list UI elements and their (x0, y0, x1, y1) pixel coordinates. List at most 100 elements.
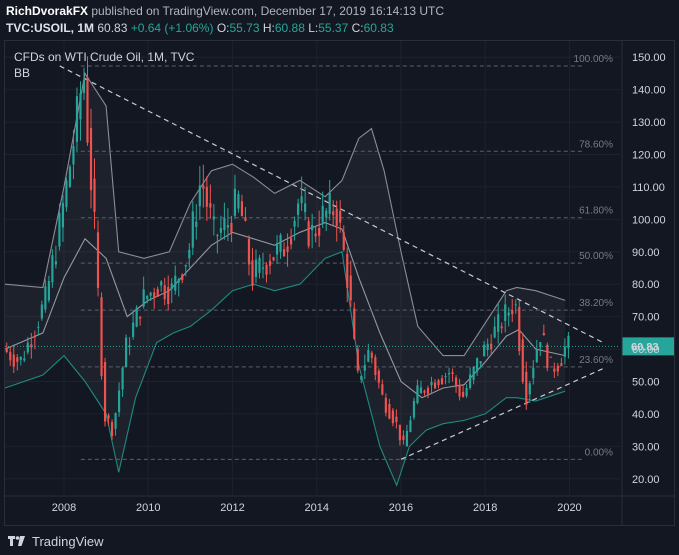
x-tick-label: 2008 (52, 502, 76, 514)
trendlines[interactable] (59, 65, 604, 460)
candle-body (553, 368, 556, 372)
candle-body (244, 217, 247, 221)
candle-body (16, 357, 19, 362)
candle-body (381, 384, 384, 395)
fibonacci-retracement[interactable]: 100.00% 78.60% 61.80% 50.00% 38.20% 23.60% 0.0… (80, 54, 614, 460)
candle-body (110, 422, 114, 436)
candle-body (265, 264, 268, 275)
candle-body (30, 344, 33, 348)
y-tick-label: 140.00 (632, 85, 666, 97)
candle-body (198, 185, 201, 207)
candle-body (525, 371, 528, 405)
candle-body (51, 255, 54, 283)
indicator-label[interactable]: BB (14, 66, 30, 80)
candle-body (402, 435, 405, 440)
y-tick-label: 50.00 (632, 377, 660, 389)
close-value: 60.83 (363, 21, 394, 35)
candle-body (486, 343, 489, 350)
candle-body (472, 367, 475, 380)
fib-level-label: 50.00% (579, 251, 613, 262)
candle-body (282, 249, 286, 257)
candle-body (86, 77, 89, 143)
candle-body (395, 416, 398, 423)
y-tick-label: 150.00 (632, 52, 666, 64)
candle-body (304, 203, 307, 213)
candle-body (423, 390, 426, 393)
low-value: 55.37 (318, 21, 349, 35)
y-tick-label: 130.00 (632, 117, 666, 129)
candle-body (142, 289, 145, 307)
author-name[interactable]: RichDvorakFX (6, 4, 89, 18)
fib-level-label: 38.20% (579, 298, 613, 309)
candle-body (560, 363, 563, 366)
candle-body (493, 326, 496, 338)
candle-body (139, 316, 142, 319)
fib-level-label: 100.00% (574, 54, 614, 65)
last-price-tag-label: 60.83 (631, 341, 659, 353)
candle-body (65, 180, 68, 208)
candle-body (289, 238, 293, 245)
candle-body (430, 381, 433, 386)
footer-brand[interactable]: TradingView (32, 533, 104, 549)
candle-body (363, 365, 366, 371)
candle-body (300, 196, 303, 204)
candle-body (272, 257, 275, 261)
candle-body (416, 385, 419, 404)
candle-body (230, 222, 233, 234)
candle-body (5, 349, 8, 352)
candle-body (75, 96, 79, 142)
candle-body (100, 297, 103, 377)
candle-body (9, 351, 12, 361)
candle-body (121, 367, 124, 390)
low-label: L: (308, 21, 319, 35)
symbol-legend: TVC:USOIL, 1M 60.83 +0.64 (+1.06%) O:55.… (6, 21, 394, 36)
fib-level-label: 61.80% (579, 206, 613, 217)
candle-body (268, 260, 272, 266)
candle-body (202, 185, 205, 189)
candle-body (563, 346, 566, 357)
candle-body (96, 232, 100, 288)
candle-body (321, 205, 324, 223)
candle-body (103, 362, 107, 422)
candle-body (216, 235, 219, 237)
candle-body (33, 336, 36, 338)
candle-body (184, 264, 187, 267)
candle-body (398, 424, 401, 441)
x-tick-label: 2010 (136, 502, 160, 514)
candle-body (349, 275, 352, 301)
y-tick-label: 30.00 (632, 441, 660, 453)
candle-body (188, 249, 191, 259)
candles (5, 56, 570, 447)
tradingview-logo-icon[interactable] (8, 535, 26, 547)
symbol-label[interactable]: TVC:USOIL, 1M (6, 21, 95, 35)
candle-body (181, 274, 184, 281)
candle-body (556, 365, 559, 372)
candle-body (511, 310, 514, 315)
candle-body (437, 380, 440, 386)
trendline (59, 65, 604, 344)
candle-body (342, 232, 345, 250)
candle-body (128, 345, 131, 348)
y-tick-label: 110.00 (632, 182, 665, 194)
x-tick-label: 2018 (473, 502, 497, 514)
price-change: +0.64 (+1.06%) (130, 21, 214, 35)
candle-body (374, 357, 377, 375)
candle-body (419, 387, 423, 394)
candle-body (177, 279, 180, 283)
candle-body (542, 332, 545, 336)
candle-body (117, 390, 121, 413)
publish-header: RichDvorakFX published on TradingView.co… (6, 4, 444, 19)
candle-body (107, 415, 110, 419)
bb-lower-line (4, 251, 566, 487)
candle-body (440, 378, 444, 385)
candle-body (233, 188, 237, 216)
high-value: 60.88 (274, 21, 305, 35)
candle-body (149, 292, 152, 296)
candle-body (261, 267, 265, 269)
candle-body (209, 203, 212, 208)
candle-body (325, 210, 328, 218)
candle-body (72, 146, 75, 165)
candle-body (170, 283, 173, 289)
chart-pane[interactable] (4, 40, 675, 526)
